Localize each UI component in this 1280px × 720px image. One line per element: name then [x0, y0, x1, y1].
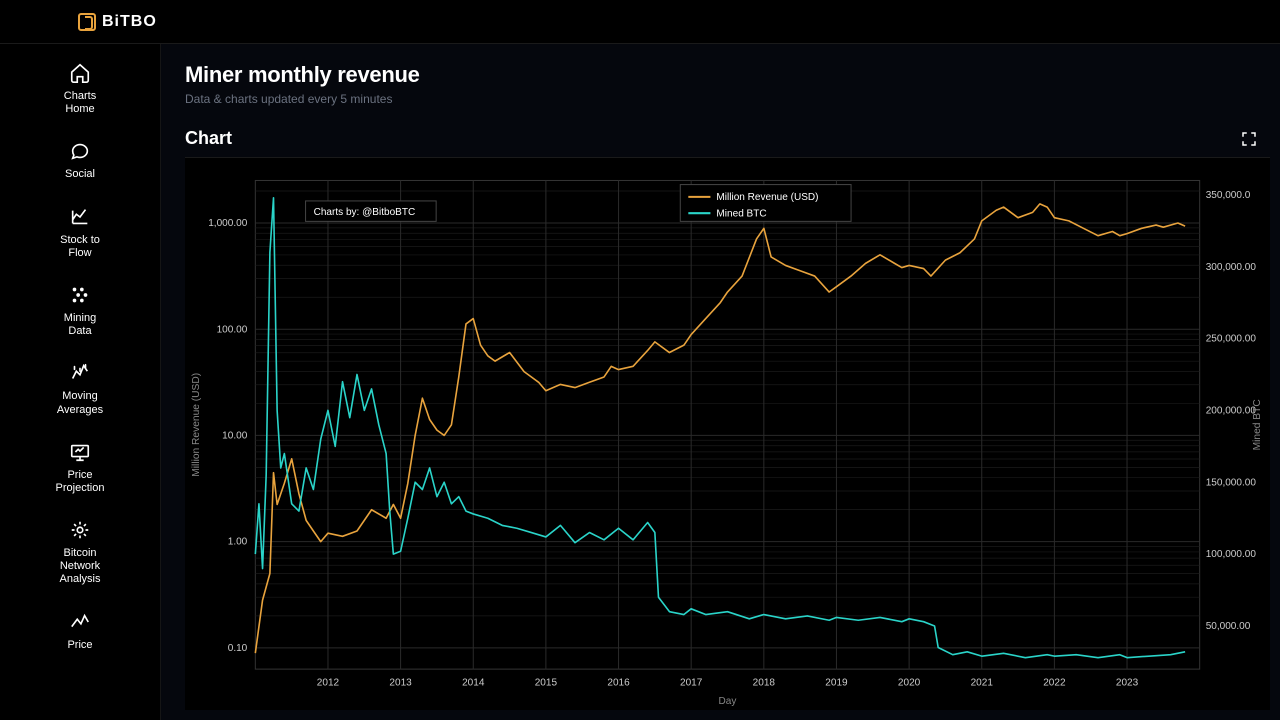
- sidebar-item-stf[interactable]: Stock toFlow: [35, 206, 125, 260]
- svg-text:Charts by: @BitboBTC: Charts by: @BitboBTC: [314, 207, 416, 218]
- svg-text:Million Revenue (USD): Million Revenue (USD): [191, 373, 202, 477]
- ma-icon: [69, 362, 91, 384]
- svg-text:2023: 2023: [1116, 677, 1139, 688]
- svg-text:350,000.0: 350,000.0: [1206, 190, 1251, 201]
- proj-icon: [69, 441, 91, 463]
- svg-text:2020: 2020: [898, 677, 921, 688]
- sidebar-item-network[interactable]: BitcoinNetworkAnalysis: [35, 519, 125, 587]
- sidebar-item-label: Price: [67, 639, 92, 652]
- main-content: Miner monthly revenue Data & charts upda…: [160, 44, 1280, 720]
- svg-text:2014: 2014: [462, 677, 485, 688]
- chart-container: 2012 2013 2014 2015 2016 2017 2018 2019 2020 2021…: [185, 157, 1270, 710]
- brand-text: BiTBO: [102, 13, 157, 31]
- sidebar-item-label: BitcoinNetworkAnalysis: [60, 547, 101, 587]
- svg-text:50,000.00: 50,000.00: [1206, 621, 1251, 632]
- svg-text:Mined BTC: Mined BTC: [1252, 399, 1263, 450]
- sidebar-item-label: PriceProjection: [56, 469, 105, 495]
- topbar: BiTBO: [0, 0, 1280, 44]
- svg-text:Day: Day: [719, 696, 738, 707]
- sidebar-item-price[interactable]: Price: [35, 611, 125, 652]
- svg-text:Mined BTC: Mined BTC: [716, 208, 766, 219]
- svg-text:100,000.00: 100,000.00: [1206, 549, 1257, 560]
- page-title: Miner monthly revenue: [185, 62, 1256, 88]
- svg-text:0.10: 0.10: [228, 643, 248, 654]
- chart-section: Chart 2012201320142015201620172018201920…: [161, 116, 1280, 720]
- stf-icon: [69, 206, 91, 228]
- svg-text:2016: 2016: [607, 677, 630, 688]
- chart-section-title: Chart: [185, 128, 232, 149]
- brand-logo[interactable]: BiTBO: [78, 13, 157, 31]
- sidebar-item-home[interactable]: ChartsHome: [35, 62, 125, 116]
- sidebar-item-label: Social: [65, 168, 95, 181]
- page-subtitle: Data & charts updated every 5 minutes: [185, 92, 1256, 106]
- expand-icon[interactable]: [1240, 130, 1258, 148]
- svg-text:2018: 2018: [753, 677, 776, 688]
- sidebar-item-label: MovingAverages: [57, 390, 103, 416]
- svg-text:2022: 2022: [1043, 677, 1066, 688]
- logo-icon: [78, 13, 96, 31]
- price-icon: [69, 611, 91, 633]
- mining-icon: [69, 284, 91, 306]
- svg-text:2019: 2019: [825, 677, 848, 688]
- svg-text:10.00: 10.00: [222, 430, 247, 441]
- svg-text:2021: 2021: [971, 677, 994, 688]
- svg-text:200,000.00: 200,000.00: [1206, 405, 1257, 416]
- svg-text:250,000.00: 250,000.00: [1206, 334, 1257, 345]
- sidebar-item-label: Stock toFlow: [60, 234, 100, 260]
- sidebar-item-mining[interactable]: MiningData: [35, 284, 125, 338]
- home-icon: [69, 62, 91, 84]
- svg-text:300,000.00: 300,000.00: [1206, 262, 1257, 273]
- svg-text:1.00: 1.00: [228, 537, 248, 548]
- sidebar-item-ma[interactable]: MovingAverages: [35, 362, 125, 416]
- svg-text:150,000.00: 150,000.00: [1206, 477, 1257, 488]
- svg-text:2013: 2013: [389, 677, 412, 688]
- svg-text:100.00: 100.00: [217, 324, 248, 335]
- svg-text:1,000.00: 1,000.00: [208, 218, 247, 229]
- sidebar-item-social[interactable]: Social: [35, 140, 125, 181]
- sidebar-item-label: ChartsHome: [64, 90, 96, 116]
- chart-header: Chart: [185, 124, 1270, 157]
- sidebar-item-label: MiningData: [64, 312, 96, 338]
- page-header: Miner monthly revenue Data & charts upda…: [161, 44, 1280, 116]
- sidebar-item-proj[interactable]: PriceProjection: [35, 441, 125, 495]
- svg-text:2012: 2012: [317, 677, 340, 688]
- network-icon: [69, 519, 91, 541]
- svg-text:Million Revenue (USD): Million Revenue (USD): [716, 192, 818, 203]
- sidebar: ChartsHome Social Stock toFlow MiningDat…: [0, 44, 160, 720]
- svg-text:2017: 2017: [680, 677, 703, 688]
- social-icon: [69, 140, 91, 162]
- svg-text:2015: 2015: [535, 677, 558, 688]
